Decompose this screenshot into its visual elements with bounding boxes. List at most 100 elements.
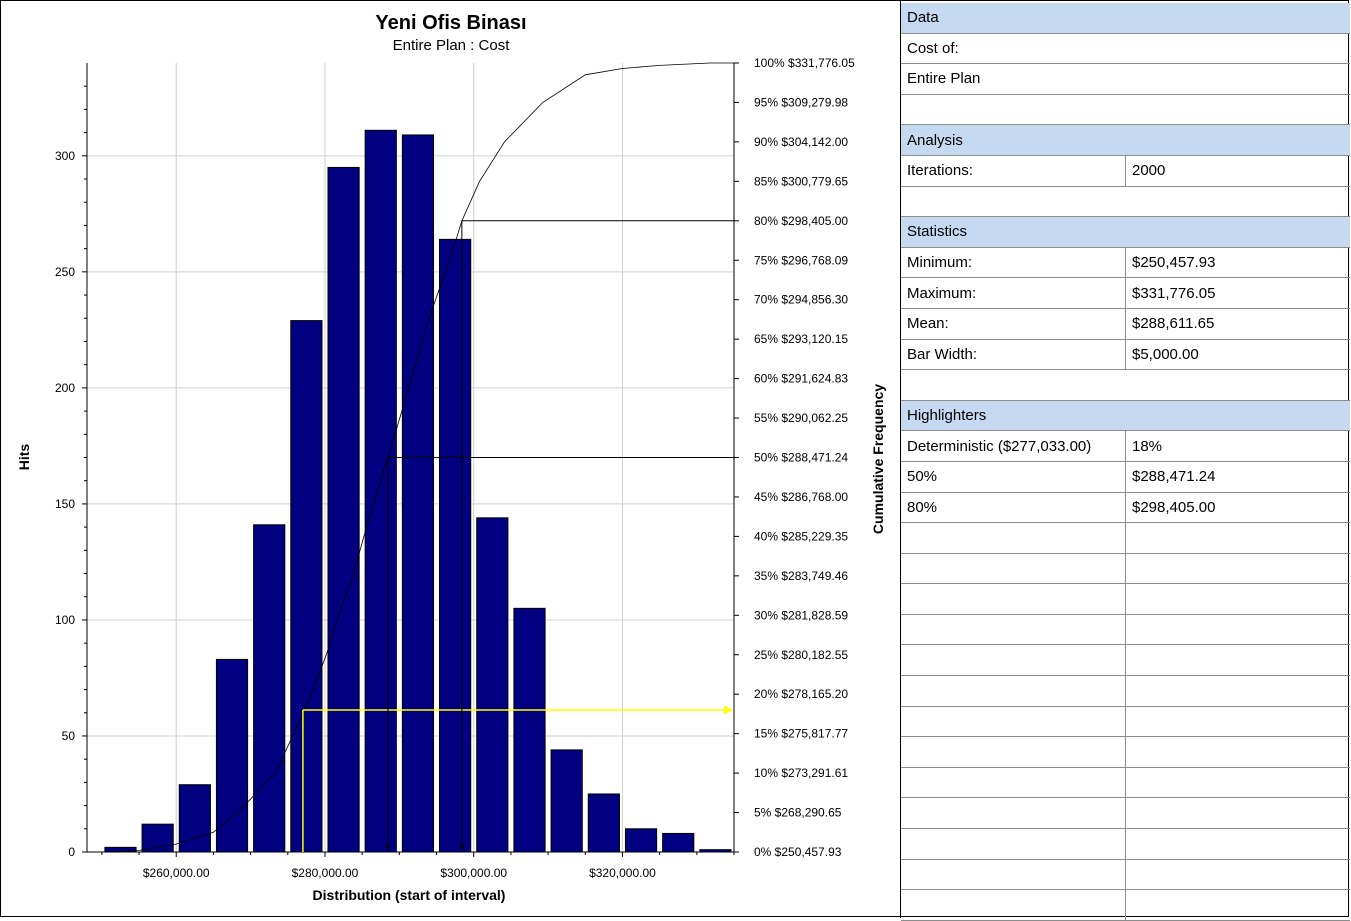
panel-row-label: Maximum: [901,278,1126,308]
panel-row-label [901,829,1126,859]
panel-row-value: 2000 [1132,162,1166,180]
panel-row-label [901,767,1126,798]
panel-row-value: $331,776.05 [1132,284,1216,302]
panel-row-value: $250,457.93 [1132,254,1216,272]
chart-area: Yeni Ofis Binası Entire Plan : Cost 0 50 100… [1,1,901,918]
y-tick-label: 250 [55,265,75,279]
y-tick-label: 300 [55,149,75,163]
panel-row-label [901,523,1126,553]
y2-tick-label: 30% $281,828.59 [754,608,848,622]
panel-row-label [901,553,1126,584]
y2-tick-label: 95% $309,279.98 [754,95,848,109]
panel-row-value [1126,645,1350,675]
y2-tick-label: 50% $288,471.24 [754,451,848,465]
panel-row-label: 50% [901,461,1126,492]
histogram-bar [215,658,249,853]
panel-row [901,187,1350,218]
histogram-bar [550,749,583,853]
panel-row-label [901,859,1126,890]
panel-row-value [1126,829,1350,859]
panel-row [901,829,1350,860]
y2-tick-label: 85% $300,779.65 [754,174,848,188]
y2-tick-label: 80% $298,405.00 [754,214,848,228]
panel-row-value [1126,554,1350,584]
histogram-bar [178,784,211,853]
panel-row: 50% $288,471.24 [901,461,1350,493]
panel-row-label: Bar Width: [901,339,1126,370]
histogram-bar [624,828,658,853]
histogram-bar [662,832,695,853]
panel-row-label [901,676,1126,706]
y2-tick-label: 15% $275,817.77 [754,727,848,741]
panel-row: Deterministic ($277,033.00) 18% [901,431,1350,462]
y2-tick-label: 20% $278,165.20 [754,687,848,701]
y2-tick-label: 100% $331,776.05 [754,56,855,70]
panel-row: Iterations: 2000 [901,155,1350,187]
x-tick-label: $300,000.00 [440,866,507,880]
x-tick-label: $260,000.00 [143,866,210,880]
y2-tick-label: 40% $285,229.35 [754,529,848,543]
y2-tick-label: 60% $291,624.83 [754,372,848,386]
panel-row: Bar Width: $5,000.00 [901,339,1350,371]
panel-row-label: Deterministic ($277,033.00) [901,431,1126,461]
panel-row-value [1126,584,1350,614]
y2-tick-label: 75% $296,768.09 [754,253,848,267]
panel-row-text: Cost of: [907,39,959,57]
panel-row [901,95,1350,126]
panel-row: 80% $298,405.00 [901,492,1350,524]
panel-row [901,890,1350,921]
panel-section-header: Analysis [901,125,1350,156]
histogram-bar [587,793,620,853]
y2-tick-label: 5% $268,290.65 [754,806,842,820]
panel-row: Minimum: $250,457.93 [901,247,1350,279]
x-axis-label: Distribution (start of interval) [313,887,506,903]
panel-row-label [901,645,1126,676]
histogram-chart: Yeni Ofis Binası Entire Plan : Cost 0 50 100… [16,12,886,903]
panel-section-header: Highlighters [901,400,1350,432]
panel-row-value: $288,471.24 [1132,468,1216,486]
panel-section-title: Data [907,9,939,27]
x-tick-label: $280,000.00 [292,866,359,880]
panel-row [901,614,1350,646]
y-tick-label: 200 [55,381,75,395]
panel-row-text [901,187,1350,217]
panel-row [901,676,1350,707]
y2-tick-label: 45% $286,768.00 [754,490,848,504]
panel-row-label: Iterations: [901,155,1126,186]
y-tick-label: 100 [55,613,75,627]
y2-tick-label: 35% $283,749.46 [754,569,848,583]
panel-row: Cost of: [901,34,1350,65]
panel-row [901,645,1350,677]
histogram-bar [290,320,323,853]
panel-row-value [1126,798,1350,828]
y2-axis-label: Cumulative Frequency [870,384,886,534]
panel-row [901,584,1350,615]
panel-row [901,859,1350,891]
panel-row: Entire Plan [901,64,1350,95]
panel-row-value: $5,000.00 [1132,345,1199,363]
y-axis-label: Hits [16,444,32,471]
y2-tick-label: 55% $290,062.25 [754,411,848,425]
x-tick-label: $320,000.00 [589,866,656,880]
panel-row [901,798,1350,830]
panel-section-header: Statistics [901,217,1350,248]
panel-row [901,553,1350,585]
y2-tick-label: 10% $273,291.61 [754,766,848,780]
panel-row-value [1126,615,1350,645]
panel-row-label [901,890,1126,920]
panel-row-value [1126,737,1350,767]
histogram-bar [141,823,174,853]
histogram-bar [253,524,286,853]
panel-row-value [1126,676,1350,706]
panel-row-text: Entire Plan [907,70,981,88]
panel-section-title: Statistics [907,223,968,241]
chart-title: Yeni Ofis Binası [375,12,526,34]
panel-row-value [1126,890,1350,920]
panel-row-value: $288,611.65 [1132,315,1215,333]
panel-row-label [901,614,1126,645]
panel-row [901,706,1350,738]
panel-row-value: $298,405.00 [1132,498,1216,516]
panel-row: Mean: $288,611.65 [901,308,1350,340]
chart-subtitle: Entire Plan : Cost [393,37,511,54]
panel-row-label [901,798,1126,829]
